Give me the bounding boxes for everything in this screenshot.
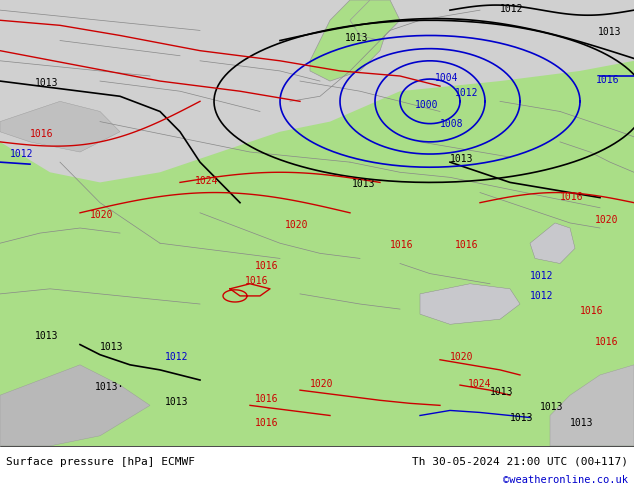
- Text: 1013: 1013: [100, 342, 124, 352]
- Text: 1013: 1013: [165, 397, 188, 407]
- Text: 1016: 1016: [560, 192, 583, 202]
- Text: 1013·: 1013·: [95, 382, 124, 392]
- Text: 1024: 1024: [468, 379, 491, 389]
- Text: 1000: 1000: [415, 100, 439, 110]
- Text: 1020: 1020: [595, 215, 619, 225]
- Polygon shape: [310, 0, 390, 81]
- Text: 1016: 1016: [245, 276, 269, 286]
- Text: 1016: 1016: [595, 337, 619, 346]
- Polygon shape: [0, 101, 120, 152]
- Text: 1013: 1013: [352, 179, 375, 190]
- Text: 1013: 1013: [490, 387, 514, 397]
- Text: 1016: 1016: [255, 417, 278, 428]
- Text: 1013: 1013: [540, 402, 564, 413]
- Text: 1013: 1013: [35, 78, 58, 88]
- Text: 1012: 1012: [500, 4, 524, 14]
- Polygon shape: [420, 284, 520, 324]
- Text: 1020: 1020: [90, 210, 113, 220]
- Polygon shape: [0, 71, 634, 446]
- Text: 1013: 1013: [510, 413, 533, 422]
- Text: 1016: 1016: [255, 261, 278, 270]
- Text: 1013: 1013: [450, 154, 474, 164]
- Text: 1020: 1020: [450, 352, 474, 362]
- Polygon shape: [0, 365, 150, 446]
- Text: Surface pressure [hPa] ECMWF: Surface pressure [hPa] ECMWF: [6, 457, 195, 467]
- Text: 1008: 1008: [440, 119, 463, 129]
- Text: 1012: 1012: [455, 88, 479, 98]
- Text: 1013: 1013: [598, 27, 621, 37]
- Text: 1016: 1016: [30, 129, 53, 139]
- Text: 1016: 1016: [390, 240, 413, 250]
- Text: Th 30-05-2024 21:00 UTC (00+117): Th 30-05-2024 21:00 UTC (00+117): [412, 457, 628, 467]
- Text: 1020: 1020: [285, 220, 309, 230]
- Text: 1012: 1012: [165, 352, 188, 362]
- Polygon shape: [550, 365, 634, 446]
- Text: 1016: 1016: [455, 240, 479, 250]
- Text: 1024: 1024: [195, 176, 219, 186]
- Text: 1013: 1013: [570, 417, 593, 428]
- Text: 1016: 1016: [580, 306, 604, 316]
- Text: ©weatheronline.co.uk: ©weatheronline.co.uk: [503, 475, 628, 485]
- Text: 1012: 1012: [10, 149, 34, 159]
- Text: 1012: 1012: [530, 270, 553, 281]
- Text: 1013: 1013: [35, 332, 58, 342]
- Polygon shape: [350, 0, 400, 41]
- Text: 1020: 1020: [310, 379, 333, 389]
- Text: 1004: 1004: [435, 73, 458, 83]
- Polygon shape: [0, 0, 634, 182]
- Polygon shape: [530, 223, 575, 264]
- Text: 1013: 1013: [345, 32, 368, 43]
- Text: 1016: 1016: [255, 394, 278, 404]
- Text: 1012: 1012: [530, 291, 553, 301]
- Text: 1016: 1016: [596, 75, 619, 85]
